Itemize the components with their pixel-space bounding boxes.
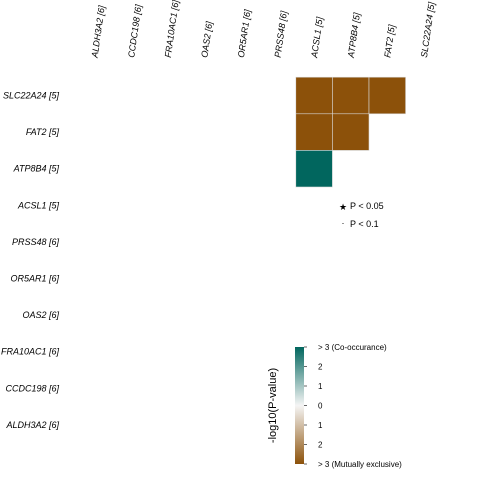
- column-label: SLC22A24 [5]: [419, 1, 437, 58]
- significance-symbol: ·: [342, 218, 345, 228]
- colorbar-title: -log10(P-value): [267, 368, 279, 443]
- significance-legend: ★ P < 0.05 · P < 0.1: [339, 201, 384, 229]
- colorbar-bar: [295, 347, 304, 464]
- colorbar-tick-label: 1: [318, 421, 323, 430]
- significance-label: P < 0.1: [350, 219, 379, 229]
- column-label: OR5AR1 [6]: [236, 8, 253, 58]
- column-labels: ALDH3A2 [6] CCDC198 [6] FRA10AC1 [6] OAS2 […: [89, 0, 436, 59]
- heatmap-cells: [295, 76, 406, 188]
- colorbar-tick-label: 1: [318, 382, 323, 391]
- heatmap-cell: [332, 76, 370, 115]
- column-label: FRA10AC1 [6]: [163, 0, 181, 58]
- row-label: ALDH3A2 [6]: [5, 420, 59, 430]
- heatmap-cell: [295, 113, 333, 151]
- colorbar-tick-label: > 3 (Mutually exclusive): [318, 460, 402, 469]
- row-label: FRA10AC1 [6]: [1, 347, 60, 357]
- colorbar-tick-label: 0: [318, 402, 323, 411]
- column-label: FAT2 [5]: [382, 24, 397, 59]
- column-label: ACSL1 [5]: [309, 16, 325, 60]
- column-label: OAS2 [6]: [199, 20, 214, 58]
- colorbar: > 3 (Co-occurance) 2 1 0 1 2 > 3 (Mutually exc…: [267, 343, 402, 469]
- heatmap-cell: [368, 76, 406, 115]
- significance-symbol: ★: [339, 202, 347, 212]
- row-labels: SLC22A24 [5] FAT2 [5] ATP8B4 [5] ACSL1 [5] P…: [1, 91, 60, 430]
- colorbar-tick-label: > 3 (Co-occurance): [318, 343, 387, 352]
- row-label: ACSL1 [5]: [17, 200, 60, 210]
- row-label: SLC22A24 [5]: [3, 91, 60, 101]
- heatmap-cell: [295, 76, 333, 115]
- significance-label: P < 0.05: [350, 201, 384, 211]
- heatmap-cell: [332, 113, 370, 151]
- column-label: CCDC198 [6]: [126, 3, 143, 58]
- heatmap-cell: [295, 150, 333, 188]
- row-label: ATP8B4 [5]: [13, 164, 60, 174]
- row-label: PRSS48 [6]: [12, 237, 60, 247]
- colorbar-tick-label: 2: [318, 363, 323, 372]
- row-label: OR5AR1 [6]: [10, 274, 59, 284]
- column-label: PRSS48 [6]: [273, 10, 290, 58]
- column-label: ATP8B4 [5]: [346, 11, 362, 59]
- column-label: ALDH3A2 [6]: [89, 4, 106, 59]
- row-label: OAS2 [6]: [22, 310, 59, 320]
- row-label: CCDC198 [6]: [5, 383, 59, 393]
- colorbar-tick-label: 2: [318, 441, 323, 450]
- row-label: FAT2 [5]: [26, 127, 60, 137]
